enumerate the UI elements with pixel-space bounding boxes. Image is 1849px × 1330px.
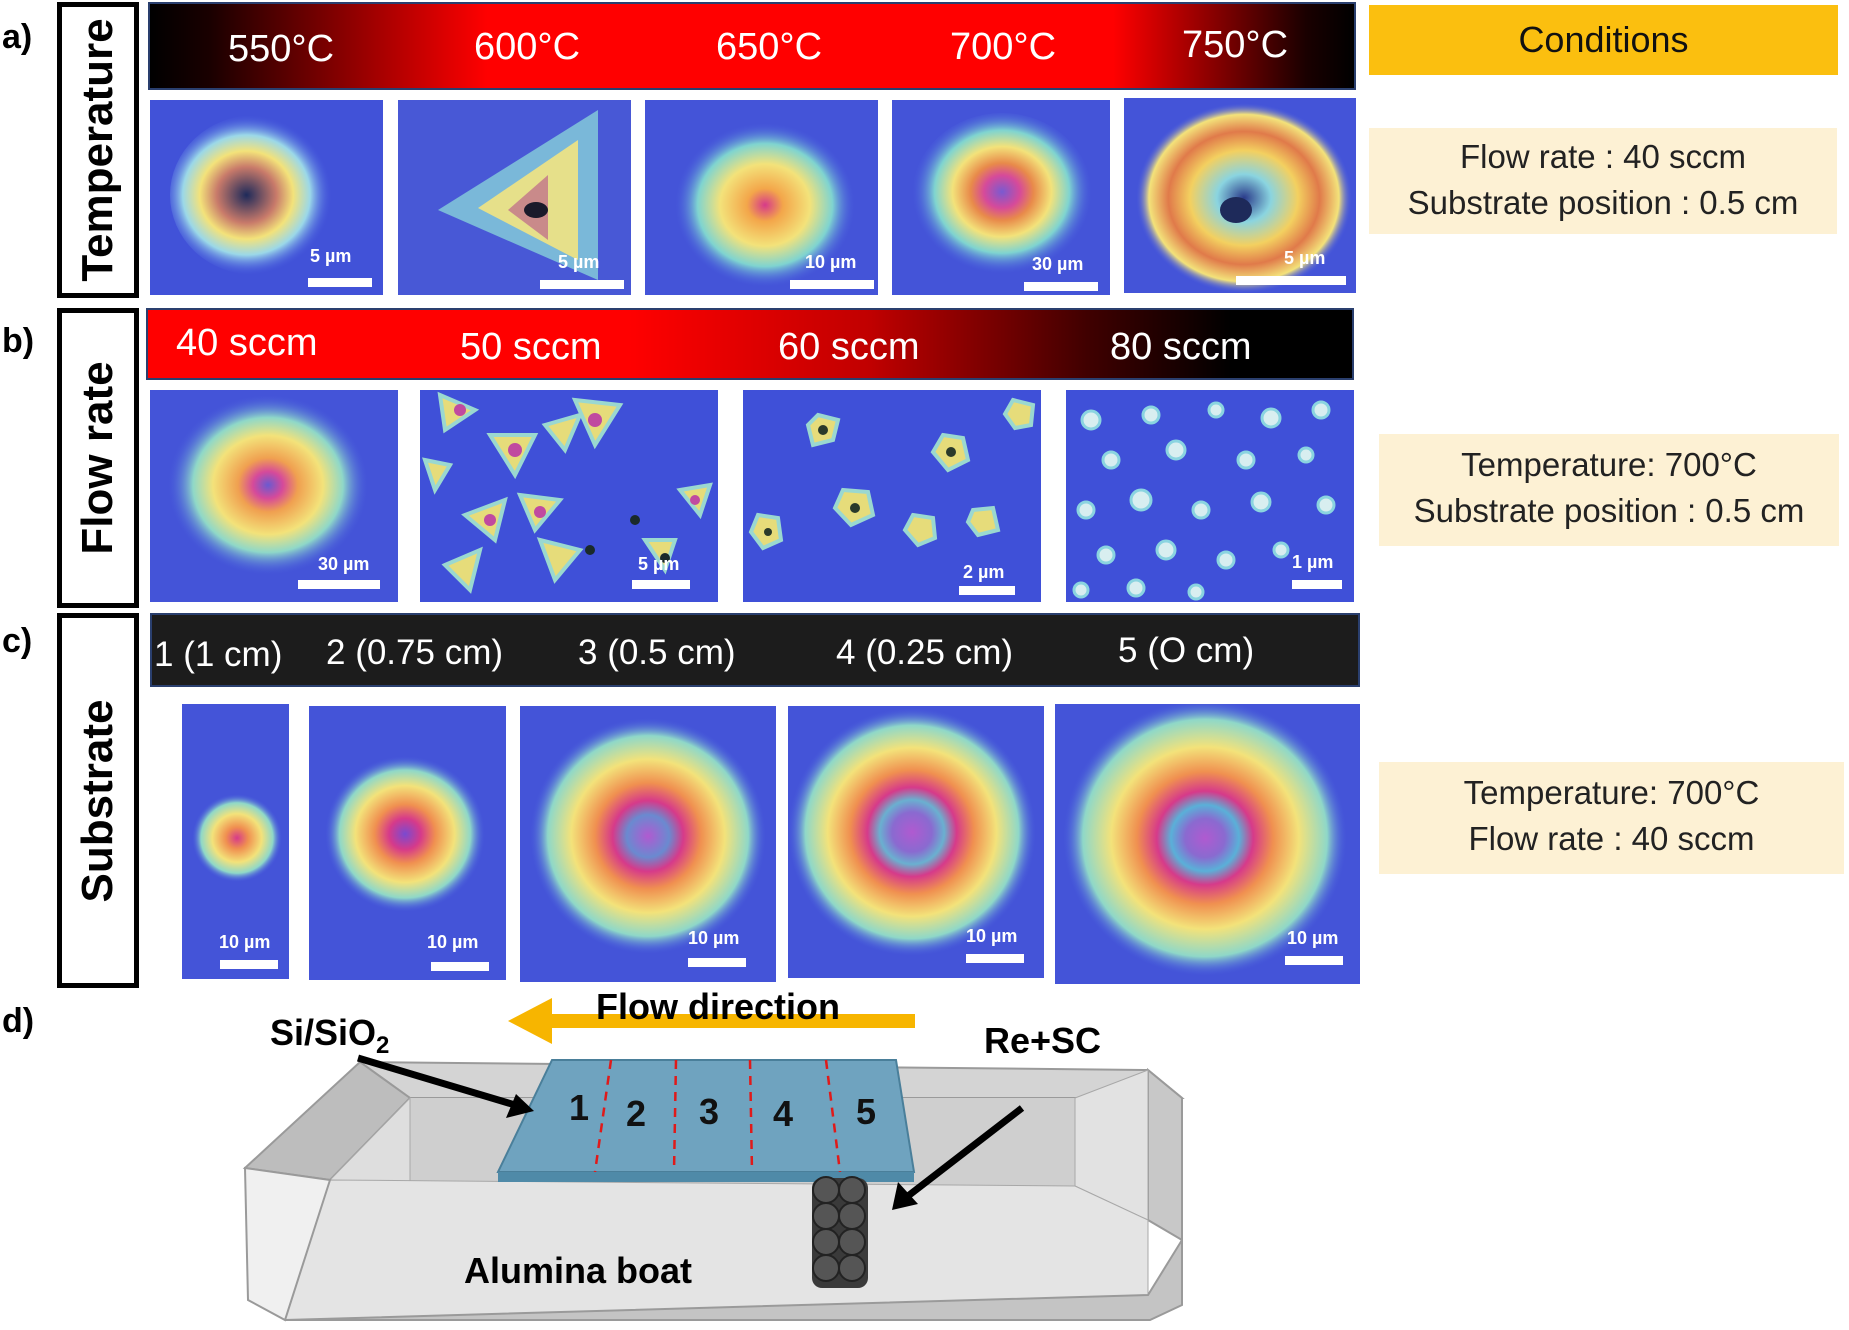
scale-bar-c5: [1285, 956, 1343, 965]
si-sio2-substrate-plate: [496, 1059, 916, 1182]
temperature-label-750: 750°C: [1182, 24, 1289, 66]
position-label-3: 3 (0.5 cm): [578, 633, 736, 672]
conditions-box-b: Temperature: 700°C Substrate position : …: [1379, 434, 1839, 546]
pointer-arrow-source: [892, 1105, 1025, 1210]
zone-number-1: 1: [569, 1087, 589, 1128]
scale-label-c5: 10 µm: [1287, 928, 1339, 948]
scale-label-a3: 10 µm: [805, 252, 857, 272]
micrograph-flow-80: 1 µm: [1066, 390, 1354, 602]
re-sc-label: Re+SC: [984, 1020, 1102, 1061]
temperature-label-700: 700°C: [950, 26, 1057, 68]
panel-letter-c: c): [2, 622, 33, 660]
conditions-box-c: Temperature: 700°C Flow rate : 40 sccm: [1379, 762, 1844, 874]
scale-bar-b4: [1292, 580, 1342, 589]
scale-bar-a2: [540, 280, 624, 289]
micrograph-temperature-650: 10 µm: [645, 100, 878, 295]
panel-letter-b: b): [2, 322, 35, 360]
scale-label-c1: 10 µm: [219, 932, 271, 952]
condition-c-line2: Flow rate : 40 sccm: [1468, 820, 1755, 857]
scale-label-a1: 5 µm: [310, 246, 352, 266]
side-label-flow-rate-text: Flow rate: [73, 361, 122, 555]
position-label-2: 2 (0.75 cm): [326, 633, 503, 672]
micrograph-temperature-550: 5 µm: [150, 100, 383, 295]
zone-number-3: 3: [699, 1091, 719, 1132]
scale-bar-c2: [431, 962, 489, 971]
scale-label-a4: 30 µm: [1032, 254, 1084, 274]
scale-label-b2: 5 µm: [638, 554, 680, 574]
conditions-header: Conditions: [1369, 5, 1838, 75]
substrate-position-bar: 1 (1 cm) 2 (0.75 cm) 3 (0.5 cm) 4 (0.25 …: [150, 613, 1360, 687]
scale-label-a2: 5 µm: [558, 252, 600, 272]
scale-bar-b2: [632, 580, 690, 589]
scale-label-a5: 5 µm: [1284, 248, 1326, 268]
position-label-4: 4 (0.25 cm): [836, 633, 1013, 672]
panel-letter-a: a): [2, 18, 33, 56]
alumina-boat-label: Alumina boat: [464, 1250, 693, 1291]
scale-bar-c4: [966, 954, 1024, 963]
side-label-flow-rate: Flow rate: [57, 308, 139, 608]
zone-number-5: 5: [856, 1091, 876, 1132]
scale-label-b1: 30 µm: [318, 554, 370, 574]
micrograph-flow-60: 2 µm: [743, 390, 1041, 602]
scale-bar-c1: [220, 960, 278, 969]
position-label-1: 1 (1 cm): [154, 635, 283, 674]
scale-bar-b1: [298, 580, 380, 589]
scale-bar-a1: [308, 278, 372, 287]
scale-label-c2: 10 µm: [427, 932, 479, 952]
position-label-5: 5 (O cm): [1118, 631, 1255, 670]
temperature-label-650: 650°C: [716, 26, 823, 68]
condition-a-line2: Substrate position : 0.5 cm: [1407, 184, 1799, 221]
scale-label-b3: 2 µm: [963, 562, 1005, 582]
micrograph-temperature-700: 30 µm: [892, 100, 1110, 295]
scale-bar-c3: [688, 958, 746, 967]
scale-bar-a3: [790, 280, 874, 289]
re-sc-source-pellets: [812, 1176, 868, 1288]
flow-direction-label: Flow direction: [596, 986, 841, 1027]
side-label-temperature: Temperature: [57, 2, 139, 298]
conditions-box-a: Flow rate : 40 sccm Substrate position :…: [1369, 128, 1837, 234]
flow-label-60: 60 sccm: [778, 326, 920, 368]
micrograph-flow-50: 5 µm: [420, 390, 718, 602]
si-sio2-label: Si/SiO2: [270, 1012, 389, 1060]
condition-b-line1: Temperature: 700°C: [1461, 446, 1757, 483]
scale-label-c4: 10 µm: [966, 926, 1018, 946]
micrograph-temperature-750: 5 µm: [1124, 98, 1356, 293]
zone-number-2: 2: [626, 1093, 646, 1134]
side-label-temperature-text: Temperature: [73, 18, 122, 282]
micrograph-temperature-600: 5 µm: [398, 100, 631, 295]
flow-label-40: 40 sccm: [176, 322, 318, 364]
condition-b-line2: Substrate position : 0.5 cm: [1413, 492, 1805, 529]
zone-number-4: 4: [773, 1093, 793, 1134]
condition-c-line1: Temperature: 700°C: [1463, 774, 1760, 811]
flow-direction-arrow: [508, 998, 915, 1044]
micrograph-substrate-5: 10 µm: [1055, 704, 1360, 984]
panel-letter-d: d): [2, 1002, 35, 1040]
scale-bar-a4: [1024, 282, 1098, 291]
micrograph-substrate-2: 10 µm: [309, 706, 506, 980]
temperature-label-600: 600°C: [474, 26, 581, 68]
si-sio2-label-subscript: 2: [376, 1032, 390, 1060]
micrograph-substrate-1: 10 µm: [182, 704, 289, 979]
cvd-setup-diagram: 1 2 3 4 5: [242, 998, 1185, 1322]
side-label-substrate-text: Substrate: [73, 699, 122, 902]
scale-label-c3: 10 µm: [688, 928, 740, 948]
scale-label-b4: 1 µm: [1292, 552, 1334, 572]
scale-bar-b3: [959, 586, 1015, 595]
micrograph-flow-40: 30 µm: [150, 390, 398, 602]
flow-label-80: 80 sccm: [1110, 326, 1252, 368]
si-sio2-label-main: Si/SiO: [270, 1012, 377, 1053]
micrograph-substrate-3: 10 µm: [520, 706, 776, 982]
pointer-arrow-substrate: [356, 1054, 534, 1118]
flow-label-50: 50 sccm: [460, 326, 602, 368]
side-label-substrate: Substrate: [57, 613, 139, 988]
temperature-label-550: 550°C: [228, 28, 335, 70]
flow-rate-gradient-bar: 40 sccm 50 sccm 60 sccm 80 sccm: [146, 308, 1354, 380]
temperature-gradient-bar: 550°C 600°C 650°C 700°C 750°C: [148, 2, 1356, 90]
condition-a-line1: Flow rate : 40 sccm: [1459, 138, 1747, 175]
micrograph-substrate-4: 10 µm: [788, 706, 1044, 978]
scale-bar-a5: [1236, 276, 1346, 285]
